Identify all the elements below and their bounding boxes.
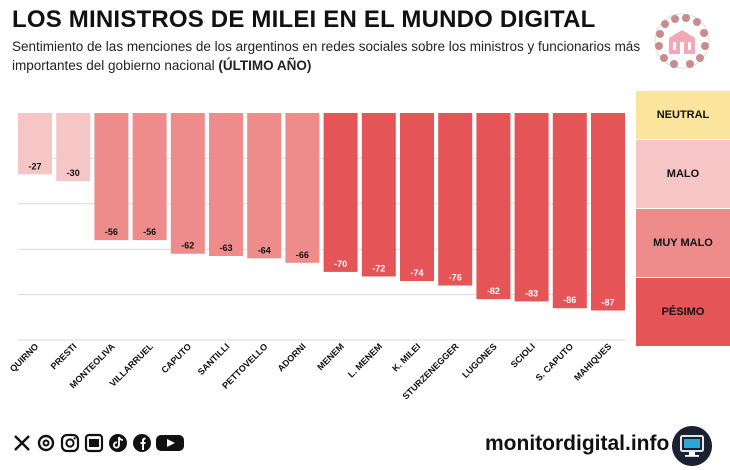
legend-item: MALO xyxy=(636,139,730,208)
category-label: SCIOLI xyxy=(509,341,537,369)
data-label: -64 xyxy=(258,245,271,255)
bar xyxy=(56,113,91,182)
category-label: K. MILEI xyxy=(390,341,422,373)
facebook-icon[interactable] xyxy=(132,433,152,453)
bar xyxy=(247,113,282,259)
legend-item: NEUTRAL xyxy=(636,91,730,139)
instagram-icon[interactable] xyxy=(60,433,80,453)
bar xyxy=(132,113,167,241)
website-icon[interactable] xyxy=(84,433,104,453)
data-label: -70 xyxy=(334,259,347,269)
bar xyxy=(400,113,434,281)
brand-name[interactable]: monitordigital.info xyxy=(485,432,670,455)
bar xyxy=(209,113,243,257)
bar xyxy=(438,113,473,286)
bar xyxy=(323,113,358,272)
bar xyxy=(552,113,587,309)
bar xyxy=(285,113,320,263)
data-label: -83 xyxy=(525,288,538,298)
legend-item: PÉSIMO xyxy=(636,277,730,346)
tiktok-icon[interactable] xyxy=(108,433,128,453)
bar xyxy=(591,113,625,311)
bar xyxy=(476,113,511,300)
category-label: SANTILLI xyxy=(196,341,232,377)
bar-chart: -27QUIRNO-30PRESTI-56MONTEOLIVA-56VILLAR… xyxy=(8,113,625,401)
data-label: -62 xyxy=(181,241,194,251)
threads-icon[interactable] xyxy=(36,433,56,453)
category-label: L. MENEM xyxy=(346,341,384,379)
data-label: -27 xyxy=(28,161,41,171)
category-label: QUIRNO xyxy=(8,341,41,374)
x-icon[interactable] xyxy=(12,433,32,453)
data-label: -30 xyxy=(67,168,80,178)
social-icons xyxy=(12,433,184,453)
legend-item: MUY MALO xyxy=(636,208,730,277)
category-label: CAPUTO xyxy=(159,341,193,375)
category-label: LUGONES xyxy=(460,341,499,380)
data-label: -63 xyxy=(219,243,232,253)
category-label: MENEM xyxy=(315,341,346,372)
data-label: -56 xyxy=(143,227,156,237)
category-label: S. CAPUTO xyxy=(534,341,576,383)
data-label: -87 xyxy=(601,297,614,307)
subtitle-text: Sentimiento de las menciones de los arge… xyxy=(12,39,641,73)
data-label: -72 xyxy=(372,263,385,273)
bar xyxy=(170,113,205,254)
youtube-icon[interactable] xyxy=(156,433,184,453)
data-label: -82 xyxy=(487,286,500,296)
bar xyxy=(514,113,549,302)
data-label: -66 xyxy=(296,250,309,260)
data-label: -56 xyxy=(105,227,118,237)
chart-title: LOS MINISTROS DE MILEI EN EL MUNDO DIGIT… xyxy=(12,6,596,33)
category-label: ADORNI xyxy=(276,341,308,373)
data-label: -74 xyxy=(410,268,423,278)
chart-subtitle: Sentimiento de las menciones de los arge… xyxy=(12,37,652,75)
category-label: MAHIQUES xyxy=(572,341,613,382)
bar xyxy=(18,113,52,175)
legend: NEUTRAL MALO MUY MALO PÉSIMO xyxy=(636,91,730,346)
subtitle-period: (ÚLTIMO AÑO) xyxy=(218,58,312,73)
bar xyxy=(94,113,129,241)
data-label: -76 xyxy=(449,273,462,283)
category-label: PRESTI xyxy=(49,341,79,371)
casa-rosada-logo-icon xyxy=(654,13,710,69)
data-label: -86 xyxy=(563,295,576,305)
monitor-icon[interactable] xyxy=(672,426,712,466)
bar xyxy=(361,113,396,277)
